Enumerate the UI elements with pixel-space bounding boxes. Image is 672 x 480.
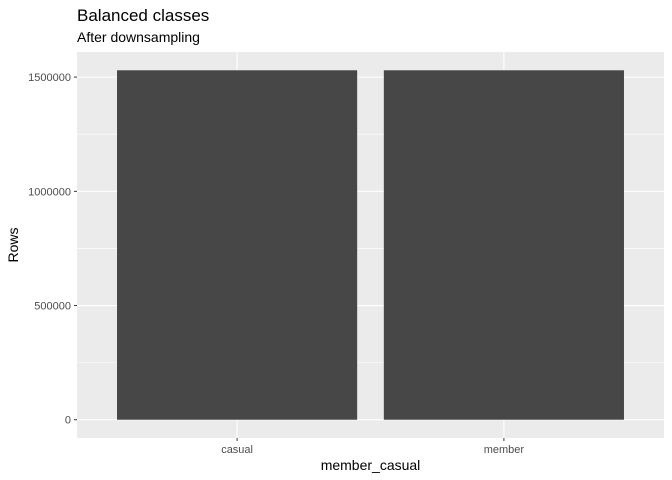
- bars: [117, 70, 624, 420]
- y-tick-label: 1500000: [28, 72, 71, 84]
- y-tick-label: 500000: [34, 301, 71, 313]
- y-axis: 0 500000 1000000 1500000: [28, 72, 77, 427]
- bar-member: [383, 70, 624, 420]
- x-tick-label-member: member: [484, 444, 525, 456]
- x-axis-title: member_casual: [321, 457, 421, 473]
- y-axis-title: Rows: [5, 227, 21, 262]
- bar-casual: [117, 70, 358, 420]
- x-axis: casual member: [221, 438, 524, 456]
- chart-title: Balanced classes: [77, 6, 209, 25]
- y-tick-label: 0: [65, 415, 71, 427]
- y-tick-label: 1000000: [28, 186, 71, 198]
- chart-subtitle: After downsampling: [77, 29, 200, 45]
- x-tick-label-casual: casual: [221, 444, 253, 456]
